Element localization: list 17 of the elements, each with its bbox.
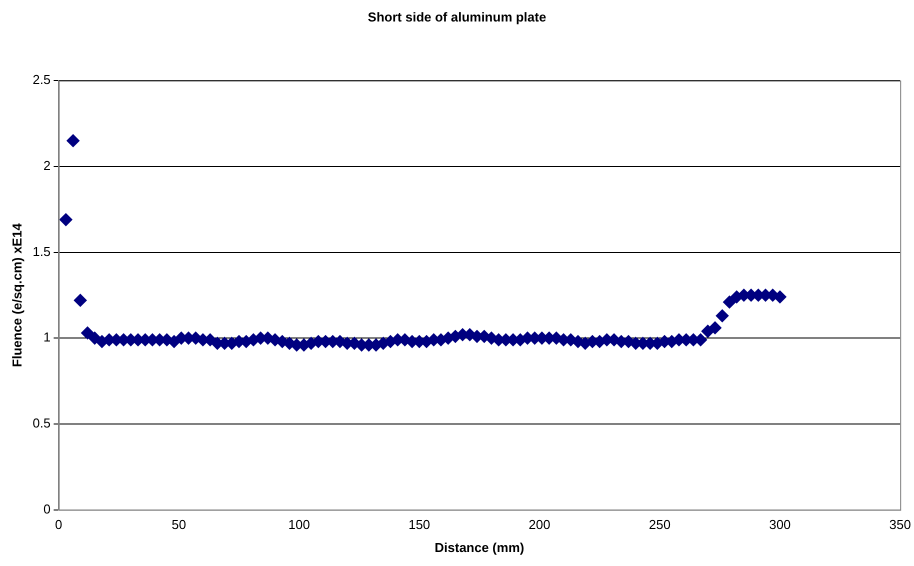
y-tick-label: 0.5 <box>32 416 51 431</box>
y-tick-label: 0 <box>43 501 51 516</box>
chart-title: Short side of aluminum plate <box>368 9 546 24</box>
x-tick-label: 100 <box>288 517 310 532</box>
y-tick-label: 1.5 <box>32 244 51 259</box>
x-tick-label: 300 <box>769 517 791 532</box>
x-tick-label: 200 <box>528 517 550 532</box>
y-tick-label: 2.5 <box>32 72 51 88</box>
x-tick-label: 50 <box>172 517 186 532</box>
y-tick-label: 2 <box>43 158 51 174</box>
y-tick-label: 1 <box>43 330 51 345</box>
x-tick-label: 350 <box>889 517 912 532</box>
y-axis-title: Fluence (e/sq.cm) xE14 <box>9 222 24 368</box>
x-tick-label: 0 <box>55 517 62 532</box>
x-tick-label: 150 <box>408 517 430 532</box>
x-tick-label: 250 <box>648 517 671 532</box>
x-axis-title: Distance (mm) <box>434 540 524 555</box>
